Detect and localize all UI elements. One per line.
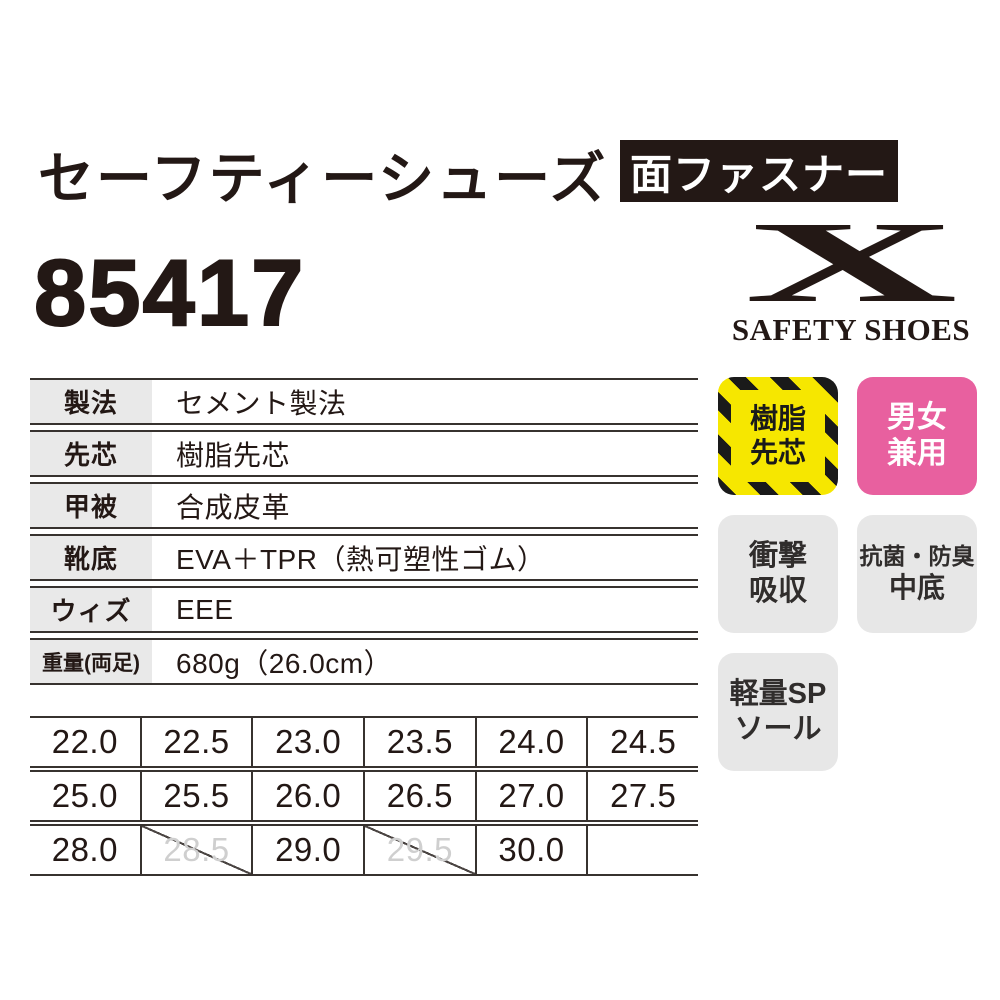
size-cell: 26.5 bbox=[365, 772, 477, 820]
spec-value: 680g（26.0cm） bbox=[152, 640, 698, 683]
size-row: 22.0 22.5 23.0 23.5 24.0 24.5 bbox=[30, 716, 699, 768]
feature-badge-unisex: 男女 兼用 bbox=[857, 377, 977, 495]
badge-line: 抗菌・防臭 bbox=[859, 543, 975, 570]
size-cell: 22.5 bbox=[141, 718, 254, 766]
feature-badge-antibacterial-insole: 抗菌・防臭 中底 bbox=[857, 515, 977, 633]
size-cell: 26.0 bbox=[253, 772, 366, 820]
fastener-type-label: 面ファスナー bbox=[629, 150, 888, 198]
feature-badge-lightweight-sp-sole: 軽量SP ソール bbox=[718, 653, 838, 771]
size-cell: 24.0 bbox=[476, 718, 589, 766]
spec-row-sole: 靴底 EVA＋TPR（熱可塑性ゴム） bbox=[30, 534, 698, 581]
spec-row-upper: 甲被 合成皮革 bbox=[30, 482, 698, 529]
spec-value: 合成皮革 bbox=[152, 484, 698, 527]
spec-row-toe-cap: 先芯 樹脂先芯 bbox=[30, 430, 698, 477]
spec-row-construction: 製法 セメント製法 bbox=[30, 378, 698, 425]
size-row: 25.0 25.5 26.0 26.5 27.0 27.5 bbox=[30, 770, 699, 822]
feature-badge-resin-toe-cap: 樹脂 先芯 bbox=[718, 377, 838, 495]
spec-label: 先芯 bbox=[30, 432, 152, 475]
size-table: 22.0 22.5 23.0 23.5 24.0 24.5 25.0 25.5 … bbox=[30, 716, 699, 878]
size-cell: 29.0 bbox=[253, 826, 366, 874]
spec-row-weight: 重量(両足) 680g（26.0cm） bbox=[30, 638, 698, 685]
page-title: セーフティーシューズ bbox=[38, 147, 608, 210]
size-cell-empty bbox=[588, 826, 699, 874]
spec-label: 重量(両足) bbox=[30, 640, 152, 683]
size-cell: 30.0 bbox=[476, 826, 589, 874]
badge-line: ソール bbox=[734, 713, 822, 745]
spec-table: 製法 セメント製法 先芯 樹脂先芯 甲被 合成皮革 靴底 EVA＋TPR（熱可塑… bbox=[30, 378, 698, 690]
badge-line: 軽量SP bbox=[729, 678, 827, 711]
brand-logo: X SAFETY SHOES bbox=[722, 205, 980, 348]
size-cell: 23.0 bbox=[253, 718, 366, 766]
brand-logo-text: SAFETY SHOES bbox=[731, 312, 971, 348]
hazard-stripe-panel: 樹脂 先芯 bbox=[731, 390, 825, 482]
badge-line: 男女 bbox=[887, 401, 947, 434]
spec-value: EEE bbox=[152, 588, 698, 631]
badge-line: 先芯 bbox=[749, 437, 806, 468]
size-cell: 24.5 bbox=[588, 718, 699, 766]
fastener-type-badge: 面ファスナー bbox=[620, 140, 898, 202]
size-cell: 27.0 bbox=[476, 772, 589, 820]
size-row: 28.0 28.5 29.0 29.5 30.0 bbox=[30, 824, 699, 876]
size-cell: 27.5 bbox=[588, 772, 699, 820]
size-cell: 23.5 bbox=[365, 718, 477, 766]
spec-value: 樹脂先芯 bbox=[152, 432, 698, 475]
size-cell-unavailable: 29.5 bbox=[365, 826, 477, 874]
size-cell: 25.0 bbox=[30, 772, 142, 820]
feature-badge-shock-absorption: 衝撃 吸収 bbox=[718, 515, 838, 633]
size-cell-unavailable: 28.5 bbox=[141, 826, 254, 874]
product-number: 85417 bbox=[33, 240, 306, 345]
size-cell: 22.0 bbox=[30, 718, 142, 766]
badge-line: 衝撃 bbox=[748, 540, 807, 573]
spec-label: 製法 bbox=[30, 380, 152, 423]
size-cell: 28.0 bbox=[30, 826, 142, 874]
badge-line: 樹脂 bbox=[749, 403, 806, 435]
spec-label: 甲被 bbox=[30, 484, 152, 527]
size-cell: 25.5 bbox=[141, 772, 254, 820]
spec-row-width: ウィズ EEE bbox=[30, 586, 698, 633]
spec-label: ウィズ bbox=[30, 588, 152, 631]
spec-label: 靴底 bbox=[30, 536, 152, 579]
badge-line: 吸収 bbox=[748, 575, 807, 607]
spec-value: EVA＋TPR（熱可塑性ゴム） bbox=[152, 536, 698, 579]
spec-value: セメント製法 bbox=[152, 380, 698, 423]
badge-line: 中底 bbox=[888, 572, 945, 603]
x-logo-icon: X bbox=[744, 199, 958, 327]
badge-line: 兼用 bbox=[887, 437, 947, 470]
